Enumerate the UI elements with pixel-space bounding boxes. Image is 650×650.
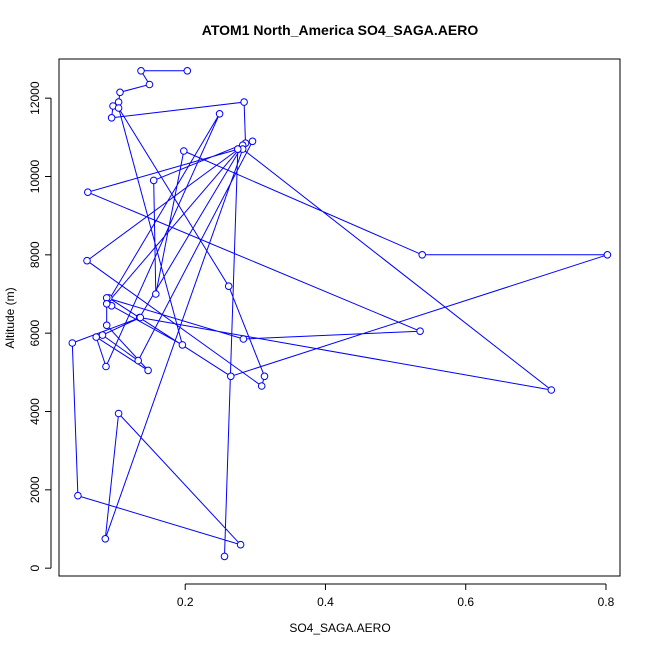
data-point [183,67,192,75]
series-layer [71,70,608,557]
data-point [114,409,123,418]
data-point [240,98,248,106]
data-point [136,313,145,322]
y-tick-label: 12000 [28,81,42,115]
data-point [257,382,266,390]
data-point [107,114,116,122]
data-point [145,80,154,89]
x-tick-label: 0.2 [177,595,194,609]
data-point [114,104,123,112]
data-point [416,327,424,336]
data-point [227,372,235,381]
data-point [152,290,160,298]
data-point [116,88,124,97]
data-point [137,67,145,75]
data-point [418,251,427,259]
data-point [224,282,233,291]
y-tick-label: 4000 [28,398,42,425]
data-point [234,145,242,153]
data-point [102,321,111,330]
data-point [68,339,77,347]
data-point [144,366,152,375]
plot-frame [58,58,621,577]
data-point [260,372,269,381]
data-point [547,386,556,394]
series-line [71,70,608,557]
y-tick-label: 10000 [28,159,42,193]
data-point [215,110,224,118]
data-point [180,147,188,155]
points-layer [68,67,612,561]
data-point [92,333,100,341]
data-point [102,300,111,308]
y-axis: 0 2000 4000 6000 8000 10000 12000 [28,81,52,572]
x-axis-label: SO4_SAGA.AERO [289,621,390,635]
data-point [102,362,110,371]
data-point [603,251,612,259]
y-tick-label: 6000 [28,319,42,346]
x-tick-label: 0.8 [598,595,615,609]
data-point [101,535,110,543]
data-point [236,540,245,549]
y-tick-label: 2000 [28,476,42,503]
y-axis-label: Altitude (m) [3,287,17,348]
data-point [248,137,257,146]
chart-title: ATOM1 North_America SO4_SAGA.AERO [202,22,479,38]
data-point [178,341,187,349]
y-tick-label: 8000 [28,241,42,268]
data-point [220,552,229,561]
y-tick-label: 0 [28,565,42,572]
x-tick-label: 0.6 [457,595,474,609]
data-point [74,491,82,500]
data-point [84,188,92,196]
data-point [98,331,107,339]
data-point [149,176,158,185]
x-axis: 0.2 0.4 0.6 0.8 [177,583,615,609]
data-point [83,256,91,265]
data-point [134,356,142,365]
x-tick-label: 0.4 [317,595,334,609]
data-point [239,335,248,343]
